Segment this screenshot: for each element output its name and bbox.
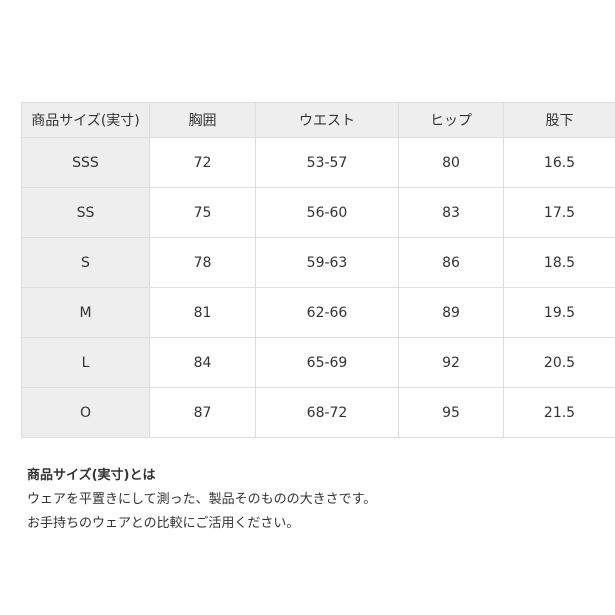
cell-chest: 81: [149, 287, 256, 338]
note-title: 商品サイズ(実寸)とは: [27, 468, 156, 483]
cell-hip: 92: [398, 337, 504, 388]
cell-size: S: [21, 237, 150, 288]
cell-chest: 87: [149, 387, 256, 438]
cell-chest: 84: [149, 337, 256, 388]
cell-inseam: 19.5: [503, 287, 615, 338]
cell-size: O: [21, 387, 150, 438]
table-row: SS 75 56-60 83 17.5: [21, 187, 615, 238]
table-row: SSS 72 53-57 80 16.5: [21, 137, 615, 188]
table-row: O 87 68-72 95 21.5: [21, 387, 615, 438]
cell-hip: 86: [398, 237, 504, 288]
cell-size: M: [21, 287, 150, 338]
cell-waist: 56-60: [255, 187, 399, 238]
header-hip: ヒップ: [398, 102, 504, 138]
note-line: ウェアを平置きにして測った、製品そのものの大きさです。: [27, 492, 377, 507]
cell-waist: 65-69: [255, 337, 399, 388]
cell-waist: 68-72: [255, 387, 399, 438]
header-row: 商品サイズ(実寸) 胸囲 ウエスト ヒップ 股下: [21, 102, 615, 138]
cell-size: SSS: [21, 137, 150, 188]
table-row: S 78 59-63 86 18.5: [21, 237, 615, 288]
cell-inseam: 21.5: [503, 387, 615, 438]
cell-waist: 59-63: [255, 237, 399, 288]
cell-inseam: 17.5: [503, 187, 615, 238]
cell-chest: 72: [149, 137, 256, 188]
cell-size: SS: [21, 187, 150, 238]
cell-hip: 95: [398, 387, 504, 438]
size-note: 商品サイズ(実寸)とは ウェアを平置きにして測った、製品そのものの大きさです。 …: [27, 464, 376, 536]
table-row: L 84 65-69 92 20.5: [21, 337, 615, 388]
header-inseam: 股下: [503, 102, 615, 138]
size-table: 商品サイズ(実寸) 胸囲 ウエスト ヒップ 股下 SSS 72 53-57 80 16.…: [21, 102, 615, 438]
cell-inseam: 16.5: [503, 137, 615, 188]
cell-inseam: 20.5: [503, 337, 615, 388]
cell-chest: 75: [149, 187, 256, 238]
cell-hip: 83: [398, 187, 504, 238]
header-waist: ウエスト: [255, 102, 399, 138]
cell-hip: 80: [398, 137, 504, 188]
cell-waist: 53-57: [255, 137, 399, 188]
table-row: M 81 62-66 89 19.5: [21, 287, 615, 338]
cell-chest: 78: [149, 237, 256, 288]
cell-inseam: 18.5: [503, 237, 615, 288]
cell-hip: 89: [398, 287, 504, 338]
note-line: お手持ちのウェアとの比較にご活用ください。: [27, 516, 300, 531]
header-chest: 胸囲: [149, 102, 256, 138]
cell-waist: 62-66: [255, 287, 399, 338]
header-size: 商品サイズ(実寸): [21, 102, 150, 138]
cell-size: L: [21, 337, 150, 388]
